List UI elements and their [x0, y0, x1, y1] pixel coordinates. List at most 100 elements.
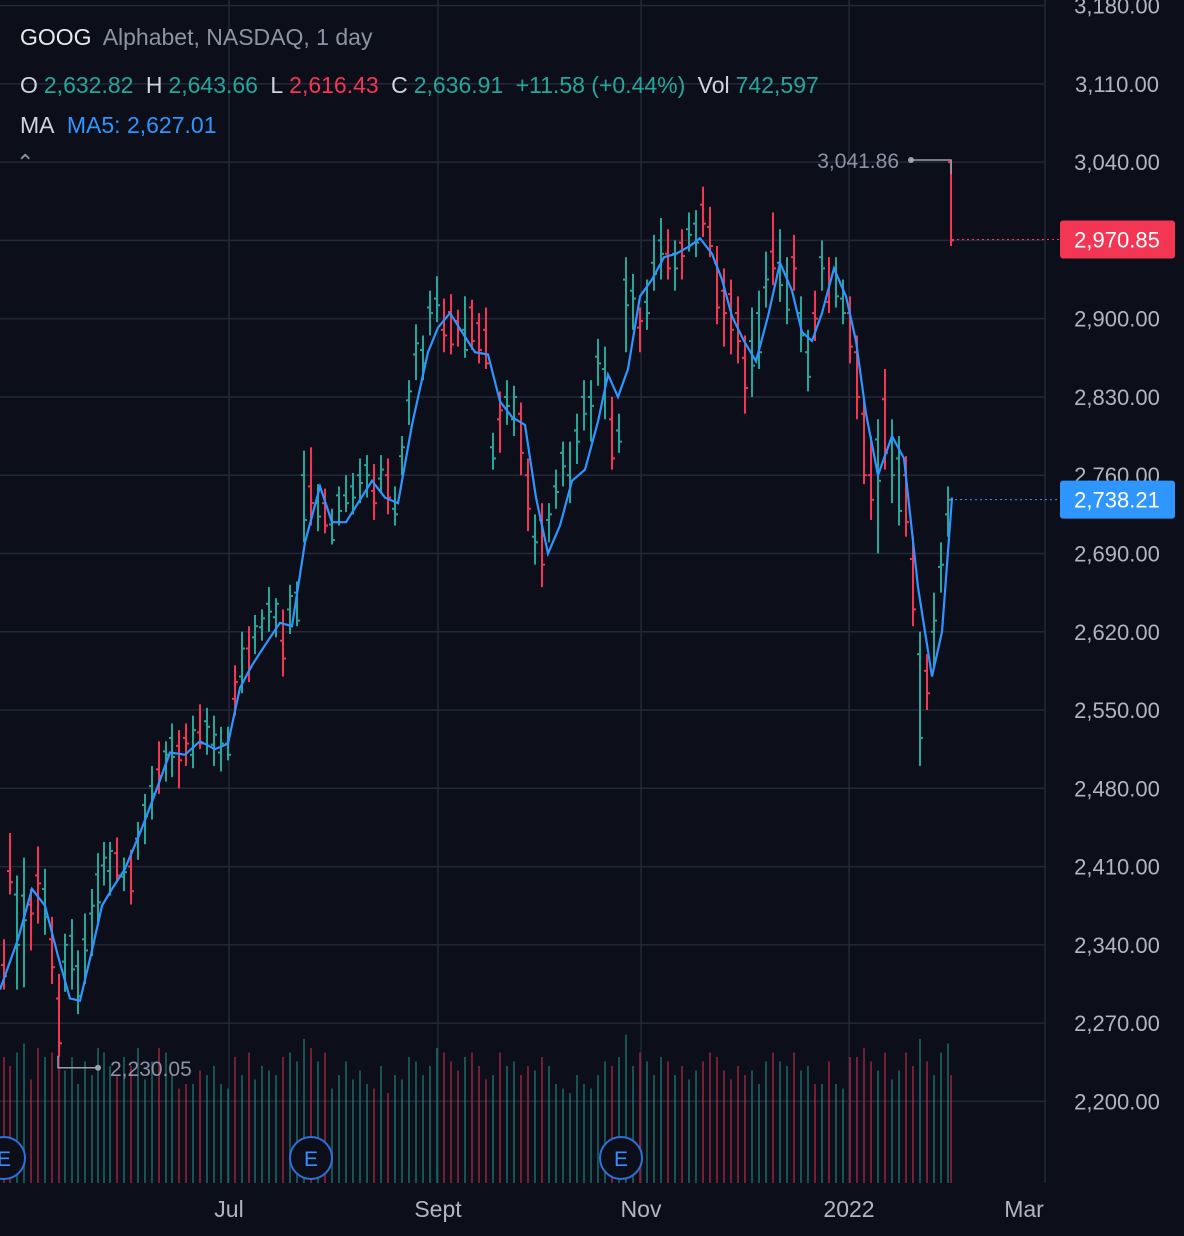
ohlc-bar: [609, 396, 615, 470]
ohlc-bar: [728, 279, 734, 355]
ohlc-bar: [259, 609, 265, 641]
close-label: C: [391, 72, 408, 98]
price-tick-label: 2,480.00: [1074, 776, 1160, 801]
ohlc-bar: [462, 296, 468, 358]
price-tick-label: 2,690.00: [1074, 541, 1160, 566]
price-bars: [1, 159, 954, 1057]
legend-title-row: GOOG Alphabet, NASDAQ, 1 day: [20, 24, 378, 51]
ohlc-bar: [476, 313, 482, 364]
ohlc-bar: [581, 380, 587, 431]
ohlc-bar: [819, 240, 825, 291]
ohlc-bar: [190, 715, 196, 769]
earnings-circle: [599, 1136, 643, 1180]
volume-label: Vol: [697, 72, 730, 98]
time-axis[interactable]: Jul Sept Nov 2022 Mar: [214, 1196, 1044, 1222]
ohlc-bar: [280, 609, 286, 677]
ohlc-bar: [749, 307, 755, 397]
chart-overlays: 2,970.85 2,738.21 3,041.86 2,230.05 E E E: [0, 150, 1175, 1180]
ohlc-bar: [805, 329, 811, 392]
open-label: O: [20, 72, 38, 98]
price-tick-label: 3,110.00: [1075, 72, 1159, 97]
low-marker-line: [57, 1055, 98, 1069]
symbol-name[interactable]: GOOG: [20, 24, 92, 50]
ohlc-bar: [833, 257, 839, 308]
ohlc-bar: [89, 888, 95, 957]
volume-value: 742,597: [735, 72, 819, 98]
change-value: +11.58 (+0.44%): [515, 72, 686, 98]
chevron-up-icon[interactable]: ⌃: [16, 150, 35, 175]
ohlc-bar: [336, 486, 342, 526]
ohlc-bar: [616, 413, 622, 453]
price-tick-label: 2,900.00: [1074, 307, 1160, 332]
legend-ohlc-row: O 2,632.82 H 2,643.66 L 2,616.43 C 2,636.91 …: [20, 72, 825, 99]
ohlc-bar: [630, 273, 636, 330]
ohlc-bar: [868, 436, 874, 520]
price-tick-label: 2,550.00: [1074, 698, 1160, 723]
ohlc-bar: [910, 536, 916, 627]
ohlc-bar: [82, 913, 88, 984]
price-label-box: [1060, 220, 1175, 259]
price-axis[interactable]: 3,180.003,110.003,040.002,970.002,900.00…: [1074, 0, 1160, 1114]
earnings-circle: [0, 1136, 26, 1180]
time-tick-label: 2022: [823, 1196, 874, 1222]
earnings-marker: E: [289, 1136, 333, 1180]
ohlc-bar: [176, 730, 182, 789]
ohlc-bar: [211, 715, 217, 766]
earnings-circle: [289, 1136, 333, 1180]
ohlc-bar: [707, 206, 713, 258]
ohlc-bar: [107, 841, 113, 896]
ma-label[interactable]: MA: [20, 112, 55, 138]
ohlc-bar: [183, 723, 189, 766]
close-value: 2,636.91: [413, 72, 504, 98]
ohlc-bar: [95, 853, 101, 925]
ohlc-bar: [75, 950, 81, 1015]
high-annotation: 3,041.86: [817, 150, 899, 173]
ohlc-bar: [742, 335, 748, 414]
ohlc-bar: [14, 875, 20, 990]
time-tick-label: Sept: [414, 1196, 462, 1222]
earnings-marker: E: [599, 1136, 643, 1180]
high-value: 2,643.66: [168, 72, 258, 98]
ohlc-bar: [308, 447, 314, 526]
ohlc-bar: [763, 251, 769, 308]
ohlc-bar: [35, 846, 41, 924]
ohlc-bar: [204, 707, 210, 755]
ohlc-bar: [504, 380, 510, 425]
grid-lines: [0, 0, 1046, 1183]
ohlc-bar: [252, 614, 258, 655]
ohlc-bar: [448, 294, 454, 355]
ohlc-bar: [385, 458, 391, 515]
time-tick-label: Mar: [1004, 1196, 1044, 1222]
ohlc-bar: [784, 257, 790, 325]
earnings-label: E: [614, 1148, 628, 1171]
ma-value: MA5: 2,627.01: [66, 112, 217, 138]
ohlc-bar: [672, 240, 678, 291]
ohlc-bar: [357, 458, 363, 504]
ohlc-bar: [938, 542, 944, 593]
ohlc-bar: [770, 212, 776, 286]
ohlc-bar: [700, 186, 706, 238]
ohlc-bar: [588, 380, 594, 442]
earnings-marker: E: [0, 1136, 26, 1180]
ohlc-bar: [917, 631, 923, 766]
ohlc-bar: [924, 654, 930, 711]
low-annotation: 2,230.05: [110, 1058, 192, 1081]
price-label-text: 2,970.85: [1074, 227, 1160, 252]
high-label: H: [145, 72, 163, 98]
ohlc-bar: [149, 765, 155, 820]
ohlc-bar: [693, 210, 699, 258]
ohlc-bar: [623, 257, 629, 353]
price-tick-label: 2,620.00: [1074, 620, 1160, 645]
ohlc-bar: [329, 508, 335, 545]
ohlc-bar: [434, 276, 440, 323]
ohlc-bar: [658, 218, 664, 280]
ohlc-bar: [392, 486, 398, 526]
time-tick-label: Nov: [621, 1196, 662, 1222]
price-tick-label: 3,180.00: [1074, 0, 1160, 19]
price-tick-label: 2,200.00: [1074, 1089, 1160, 1114]
ohlc-bar: [21, 857, 27, 988]
low-value: 2,616.43: [289, 72, 379, 98]
ohlc-bar: [595, 338, 601, 386]
price-label-text: 2,738.21: [1074, 488, 1160, 513]
